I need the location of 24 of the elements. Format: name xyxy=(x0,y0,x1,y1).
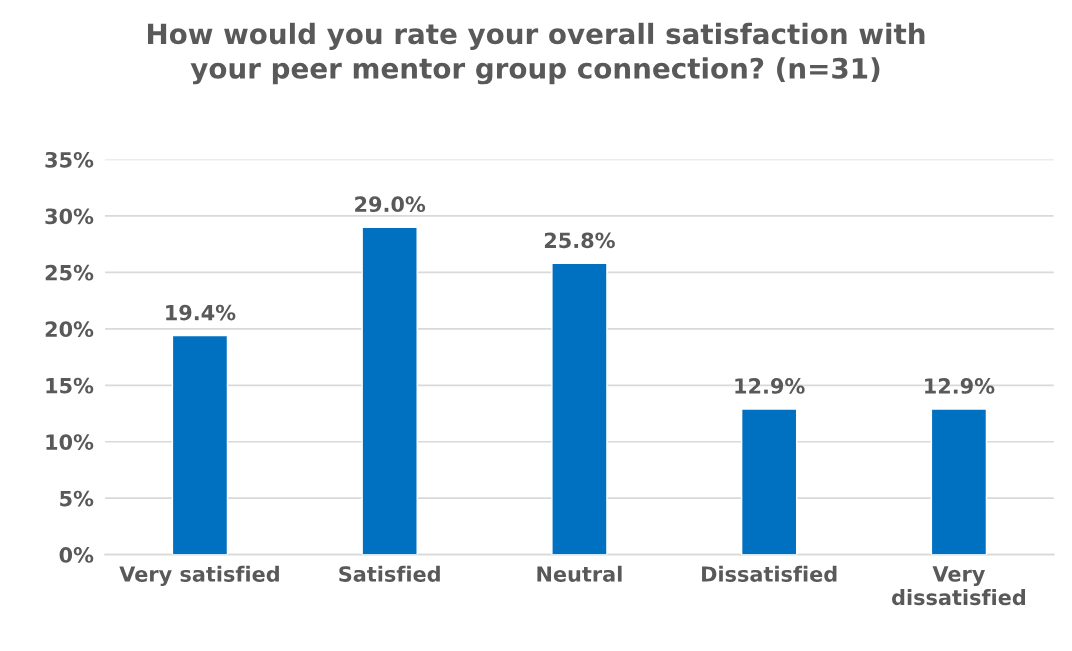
y-tick-label: 10% xyxy=(46,434,94,450)
y-tick-label: 25% xyxy=(45,264,94,281)
bar xyxy=(551,262,608,555)
y-tick-label: 30% xyxy=(45,208,94,225)
x-tick-label: Satisfied xyxy=(339,565,440,582)
bar xyxy=(171,334,229,555)
x-tick-label: Very satisfied xyxy=(119,565,279,587)
x-tick-label: Very dissatisfied xyxy=(892,566,1025,606)
data-label: 29.0% xyxy=(355,196,426,213)
bar xyxy=(361,226,418,555)
y-tick-label: 20% xyxy=(45,321,94,338)
x-tick-label: Dissatisfied xyxy=(702,565,837,582)
y-tick-label: 0% xyxy=(59,547,94,563)
bar xyxy=(740,408,798,555)
data-label: 19.4% xyxy=(166,304,236,321)
data-label: 12.9% xyxy=(735,378,805,394)
data-label: 25.8% xyxy=(544,232,615,249)
y-tick-label: 15% xyxy=(46,377,94,394)
bar xyxy=(930,408,988,555)
y-tick-label: 35% xyxy=(45,151,94,168)
x-tick-label: Neutral xyxy=(537,565,622,582)
chart-title: How would you rate your overall satisfaction with your peer mentor group connection? (n=31) xyxy=(147,22,925,85)
y-tick-label: 5% xyxy=(60,490,94,507)
data-label: 12.9% xyxy=(925,378,995,394)
